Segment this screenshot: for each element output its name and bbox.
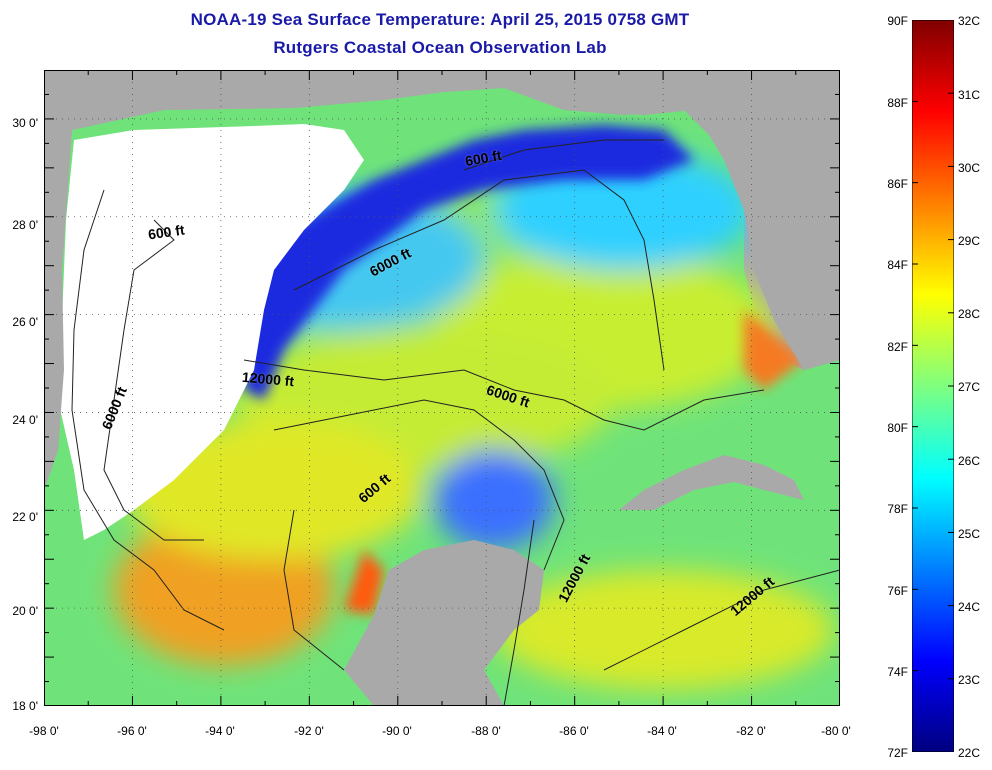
yucatan-land [344, 540, 544, 706]
map-subtitle: Rutgers Coastal Ocean Observation Lab [273, 38, 607, 57]
cuba-land [619, 455, 804, 510]
cbar-f-74: 74F [887, 665, 908, 679]
lon-label-90: -90 0' [382, 724, 412, 738]
lon-label-96: -96 0' [117, 724, 147, 738]
cbar-f-76: 76F [887, 584, 908, 598]
lat-label-18: 18 0' [12, 699, 38, 713]
cbar-f-88: 88F [887, 96, 908, 110]
cbar-c-32: 32C [958, 14, 981, 28]
contour-6000-north [293, 169, 665, 371]
lon-label-84: -84 0' [647, 724, 677, 738]
cbar-c-24: 24C [958, 600, 981, 614]
us-coast-land [44, 70, 840, 490]
cbar-f-90: 90F [887, 14, 908, 28]
colorbar [911, 19, 955, 753]
contour-600-campeche [283, 509, 345, 671]
lat-label-28: 28 0' [12, 218, 38, 232]
bathymetry-contours [71, 139, 840, 706]
lat-label-24: 24 0' [12, 413, 38, 427]
cbar-c-28: 28C [958, 307, 981, 321]
sst-warm-yucatan [344, 550, 384, 615]
cbar-f-80: 80F [887, 421, 908, 435]
colorbar-gradient [911, 19, 955, 753]
axis-ticks [44, 70, 840, 706]
contour-600-yucatan [273, 399, 565, 571]
cbar-c-30: 30C [958, 161, 981, 175]
cbar-f-78: 78F [887, 502, 908, 516]
graticule [44, 70, 840, 706]
lat-label-26: 26 0' [12, 315, 38, 329]
lon-label-98: -98 0' [29, 724, 59, 738]
sst-warm-florida [744, 310, 804, 390]
cbar-c-23: 23C [958, 673, 981, 687]
cbar-c-25: 25C [958, 527, 981, 541]
cbar-c-26: 26C [958, 454, 981, 468]
cbar-c-27: 27C [958, 380, 981, 394]
florida-land [694, 70, 840, 370]
contour-600-west [103, 219, 204, 541]
lon-label-82: -82 0' [736, 724, 766, 738]
lat-label-22: 22 0' [12, 510, 38, 524]
cbar-f-84: 84F [887, 258, 908, 272]
sst-patch-caribbean [494, 570, 834, 690]
contour-12000-south [503, 519, 535, 706]
contour-600-north [463, 139, 664, 171]
sst-patch-upwelling [434, 450, 554, 550]
map-title: NOAA-19 Sea Surface Temperature: April 2… [190, 10, 690, 29]
cbar-c-29: 29C [958, 234, 981, 248]
contour-6000-west [71, 189, 225, 631]
contour-12000 [243, 359, 765, 431]
sst-map-canvas [44, 70, 840, 706]
lon-label-86: -86 0' [559, 724, 589, 738]
colorbar-ticks [912, 19, 954, 753]
contour-12000-caribbean [603, 569, 840, 671]
lon-label-80: -80 0' [821, 724, 851, 738]
cbar-f-72: 72F [887, 746, 908, 760]
lat-label-20: 20 0' [12, 604, 38, 618]
colorbar-svg [911, 19, 955, 753]
cbar-f-86: 86F [887, 177, 908, 191]
cbar-c-22: 22C [958, 746, 981, 760]
sst-map [44, 70, 840, 706]
sst-cool-shelf-band [244, 125, 694, 400]
cbar-f-82: 82F [887, 340, 908, 354]
lon-label-94: -94 0' [205, 724, 235, 738]
lon-label-92: -92 0' [294, 724, 324, 738]
lat-label-30: 30 0' [12, 116, 38, 130]
cbar-c-31: 31C [958, 88, 981, 102]
cloud-mask [58, 124, 364, 540]
lon-label-88: -88 0' [471, 724, 501, 738]
